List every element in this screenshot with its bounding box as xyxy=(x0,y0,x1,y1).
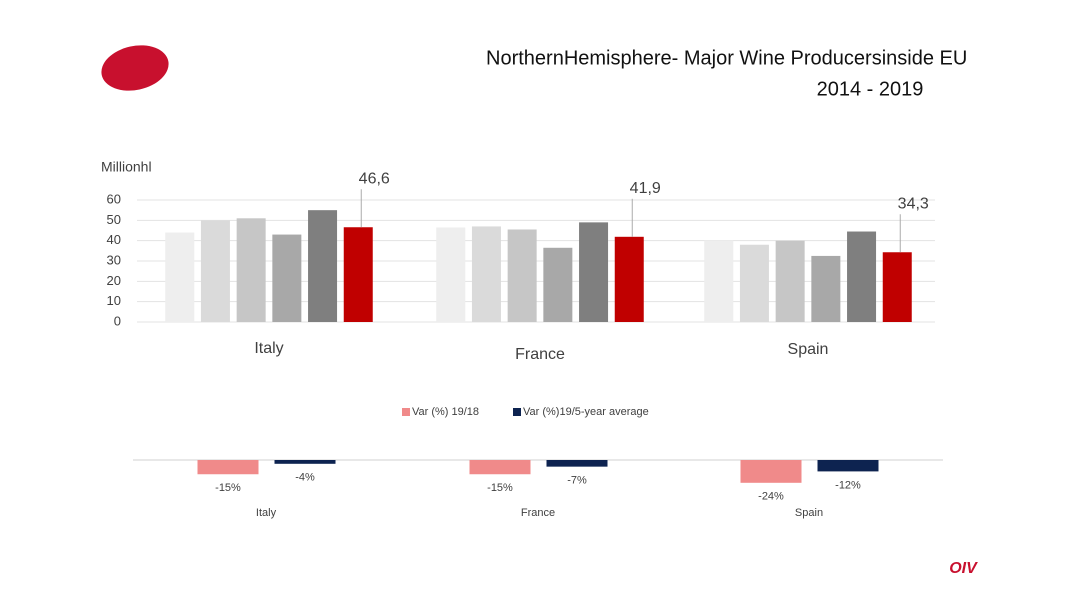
bar xyxy=(614,236,644,322)
category-label: France xyxy=(515,346,565,363)
value-label: 41,9 xyxy=(630,180,661,197)
bar xyxy=(740,460,802,483)
bar xyxy=(882,252,912,322)
value-label: 34,3 xyxy=(898,195,929,212)
bar xyxy=(507,229,537,322)
bar xyxy=(469,460,531,475)
bar xyxy=(436,227,466,322)
y-tick-label: 60 xyxy=(107,191,121,206)
category-label: France xyxy=(521,507,555,519)
bar xyxy=(704,240,734,322)
bar xyxy=(739,244,769,322)
legend-label: Var (%) 19/18 xyxy=(412,406,479,418)
value-label: -15% xyxy=(215,482,241,494)
logo-text: OIV xyxy=(949,560,978,577)
value-label: -12% xyxy=(835,479,861,491)
bar xyxy=(236,218,266,322)
bar xyxy=(579,222,609,322)
y-tick-label: 10 xyxy=(107,293,121,308)
y-axis-label: Millionhl xyxy=(101,159,152,175)
bar xyxy=(471,226,501,322)
value-label: -24% xyxy=(758,491,784,503)
category-label: Spain xyxy=(788,341,829,358)
bar xyxy=(817,460,879,472)
bar xyxy=(847,231,877,322)
bar xyxy=(197,460,259,475)
bar xyxy=(272,234,302,322)
y-tick-label: 0 xyxy=(114,313,121,328)
value-label: -7% xyxy=(567,475,587,487)
value-label: -4% xyxy=(295,472,315,484)
value-label: 46,6 xyxy=(359,170,390,187)
y-tick-label: 40 xyxy=(107,232,121,247)
legend-swatch xyxy=(402,408,410,416)
value-label: -15% xyxy=(487,482,513,494)
y-tick-label: 50 xyxy=(107,212,121,227)
bar xyxy=(543,247,573,322)
bar xyxy=(343,227,373,322)
category-label: Italy xyxy=(254,340,283,357)
category-label: Italy xyxy=(256,507,277,519)
legend-label: Var (%)19/5-year average xyxy=(523,406,649,418)
y-tick-label: 30 xyxy=(107,252,121,267)
legend-swatch xyxy=(513,408,521,416)
bar xyxy=(775,240,805,322)
bar xyxy=(165,232,195,322)
bar xyxy=(200,220,230,322)
logo-shape xyxy=(101,45,169,91)
slide-title: NorthernHemisphere- Major Wine Producers… xyxy=(486,47,967,69)
bar xyxy=(546,460,608,467)
bar xyxy=(274,460,336,464)
y-tick-label: 20 xyxy=(107,273,121,288)
bar xyxy=(811,255,841,322)
bar xyxy=(308,210,338,322)
slide-subtitle: 2014 - 2019 xyxy=(817,78,924,100)
category-label: Spain xyxy=(795,507,823,519)
